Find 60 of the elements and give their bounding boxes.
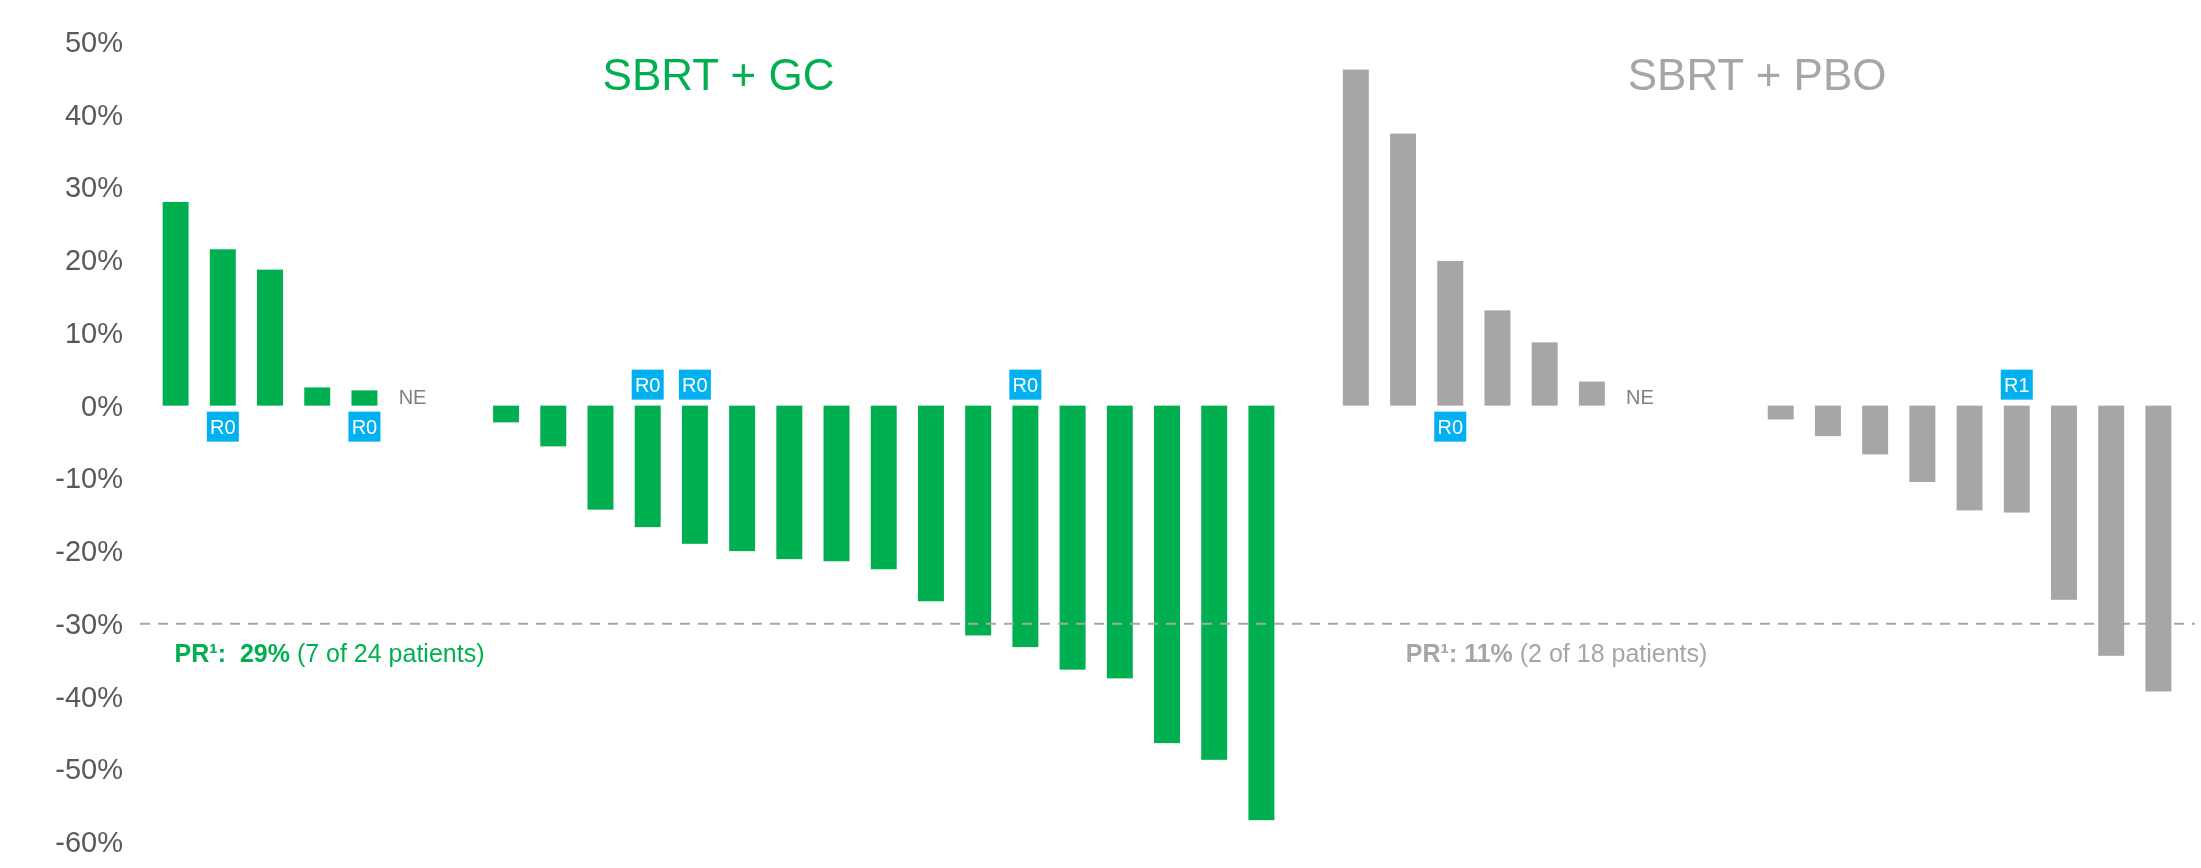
bar xyxy=(257,269,284,406)
bar xyxy=(823,405,850,562)
bar xyxy=(1012,405,1039,648)
y-tick-label: 0% xyxy=(81,389,123,422)
bar xyxy=(965,405,992,636)
y-tick-label: 30% xyxy=(64,171,123,204)
data-label: R0 xyxy=(1012,373,1039,396)
bar xyxy=(1390,133,1417,406)
text: SBRT + GC xyxy=(602,50,835,99)
bar xyxy=(681,405,708,544)
data-label: R0 xyxy=(682,373,708,396)
y-tick-label: -40% xyxy=(55,680,123,713)
bar xyxy=(1106,405,1133,679)
bar xyxy=(1154,405,1180,744)
bar xyxy=(1059,405,1086,670)
data-label: R1 xyxy=(2003,373,2030,396)
bar xyxy=(540,405,567,447)
bar xyxy=(1909,405,1936,482)
bar xyxy=(1814,405,1841,437)
bar xyxy=(917,405,944,602)
bar xyxy=(1767,405,1794,420)
annotation: PR¹: 29% (7 of 24 patients) xyxy=(174,639,485,667)
bar xyxy=(304,387,331,406)
bar xyxy=(351,390,378,406)
bar xyxy=(2050,405,2077,600)
bar xyxy=(1956,405,1983,511)
text: NE xyxy=(1626,385,1654,408)
y-tick-label: -50% xyxy=(55,753,123,786)
bar xyxy=(1437,260,1464,406)
data-label: R0 xyxy=(210,415,236,438)
y-tick-label: 10% xyxy=(64,316,123,349)
text: NE xyxy=(398,385,427,408)
bar xyxy=(776,405,803,560)
y-tick-label: -10% xyxy=(55,462,123,495)
y-tick-label: -60% xyxy=(55,826,123,858)
bar xyxy=(1342,69,1369,406)
data-label: R0 xyxy=(1437,415,1464,438)
bar xyxy=(870,405,897,570)
y-tick-label: -20% xyxy=(55,535,123,568)
y-tick-label: 20% xyxy=(64,244,123,277)
bar xyxy=(1862,405,1889,455)
bar xyxy=(1578,381,1605,406)
bar xyxy=(587,405,614,510)
bar xyxy=(2003,405,2030,513)
bar xyxy=(162,202,189,406)
bar xyxy=(1531,342,1558,406)
y-tick-label: 50% xyxy=(64,26,123,58)
text: SBRT + PBO xyxy=(1627,50,1887,99)
bar xyxy=(209,249,236,406)
bar xyxy=(634,405,661,528)
bar xyxy=(1484,310,1511,406)
bar xyxy=(729,405,756,552)
bar xyxy=(1201,405,1228,760)
annotation: PR¹: 11% (2 of 18 patients) xyxy=(1405,639,1708,667)
data-label: R0 xyxy=(634,373,661,396)
data-label: R0 xyxy=(351,415,378,438)
y-tick-label: -30% xyxy=(55,607,123,640)
bar xyxy=(1248,405,1275,821)
y-tick-label: 40% xyxy=(64,98,123,131)
bar xyxy=(493,405,520,423)
